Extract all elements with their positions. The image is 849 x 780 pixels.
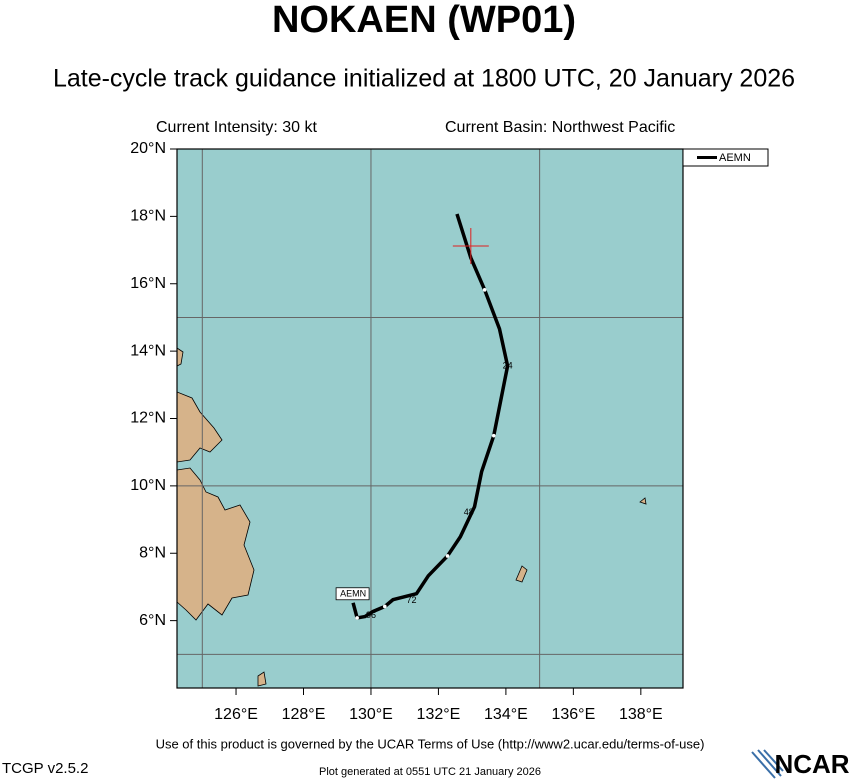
y-tick-label: 10°N	[130, 477, 166, 494]
palau	[515, 565, 528, 583]
logo-mark	[751, 749, 784, 779]
version: TCGP v2.5.2	[2, 760, 88, 777]
legend-box	[682, 148, 769, 167]
islet	[639, 497, 647, 505]
interval-mark	[355, 616, 359, 620]
track-label-box	[335, 587, 370, 601]
footer: Use of this product is governed by the U…	[156, 736, 705, 751]
hour-label: 24	[503, 360, 513, 370]
track-label: AEMN	[340, 589, 366, 599]
x-tick-label: 130°E	[349, 706, 393, 723]
interval-mark	[491, 433, 496, 438]
land	[177, 347, 647, 687]
x-tick-label: 126°E	[214, 706, 258, 723]
x-tick-label: 138°E	[619, 706, 663, 723]
interval-mark	[445, 554, 450, 558]
ocean	[177, 149, 683, 688]
legend-label: AEMN	[719, 152, 751, 164]
track-line	[351, 213, 510, 620]
hour-label: 72	[406, 595, 416, 605]
logo: NCAR	[774, 749, 849, 779]
y-tick-label: 14°N	[130, 342, 166, 359]
interval-mark	[382, 604, 387, 609]
subtitle: Late-cycle track guidance initialized at…	[53, 65, 795, 93]
mindanao	[177, 467, 255, 621]
intensity: Current Intensity: 30 kt	[156, 119, 318, 136]
title: NOKAEN (WP01)	[272, 0, 576, 41]
y-tick-label: 16°N	[130, 275, 166, 292]
x-tick-label: 128°E	[282, 706, 326, 723]
y-tick-label: 12°N	[130, 410, 166, 427]
hour-label: 48	[464, 507, 474, 517]
hour-label: 96	[366, 610, 376, 620]
generated: Plot generated at 0551 UTC 21 January 20…	[319, 766, 541, 778]
x-tick-label: 132°E	[417, 706, 461, 723]
luzon	[177, 347, 184, 367]
y-tick-label: 8°N	[139, 544, 166, 561]
visayas	[177, 391, 223, 463]
x-tick-label: 136°E	[551, 706, 595, 723]
y-tick-label: 6°N	[139, 612, 166, 629]
y-tick-label: 20°N	[130, 140, 166, 157]
interval-mark	[482, 288, 487, 292]
x-tick-label: 134°E	[484, 706, 528, 723]
basin: Current Basin: Northwest Pacific	[445, 119, 675, 136]
islet	[257, 671, 267, 687]
y-tick-label: 18°N	[130, 208, 166, 225]
